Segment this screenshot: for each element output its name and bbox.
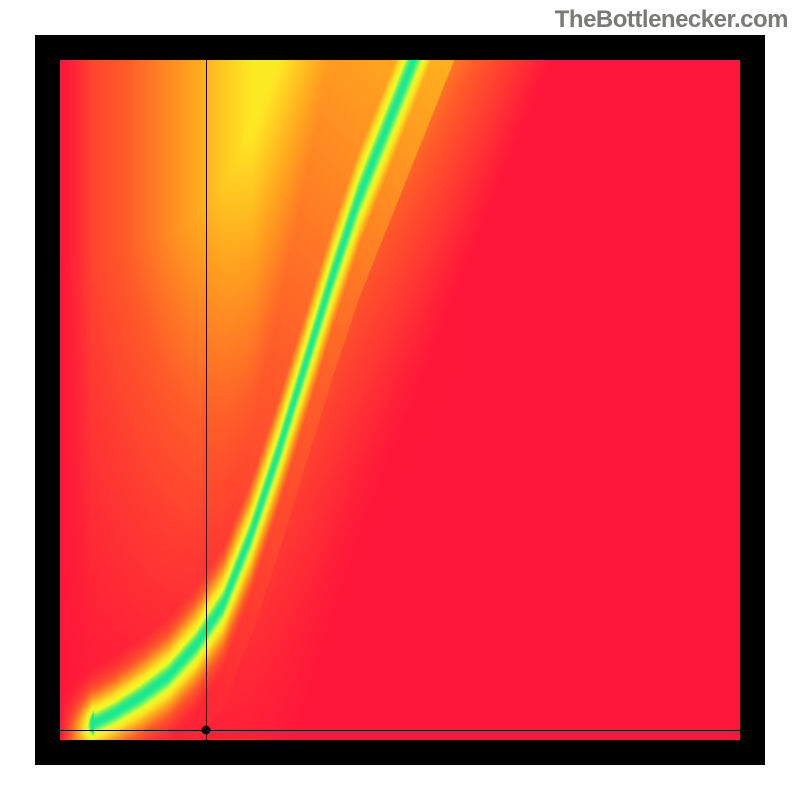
crosshair-point [202,725,211,734]
heatmap-canvas [60,60,740,740]
crosshair-horizontal [35,730,765,731]
watermark-text: TheBottlenecker.com [555,6,788,34]
crosshair-vertical [206,35,207,765]
bottleneck-heatmap [60,60,740,740]
bottleneck-heatmap-frame [35,35,765,765]
